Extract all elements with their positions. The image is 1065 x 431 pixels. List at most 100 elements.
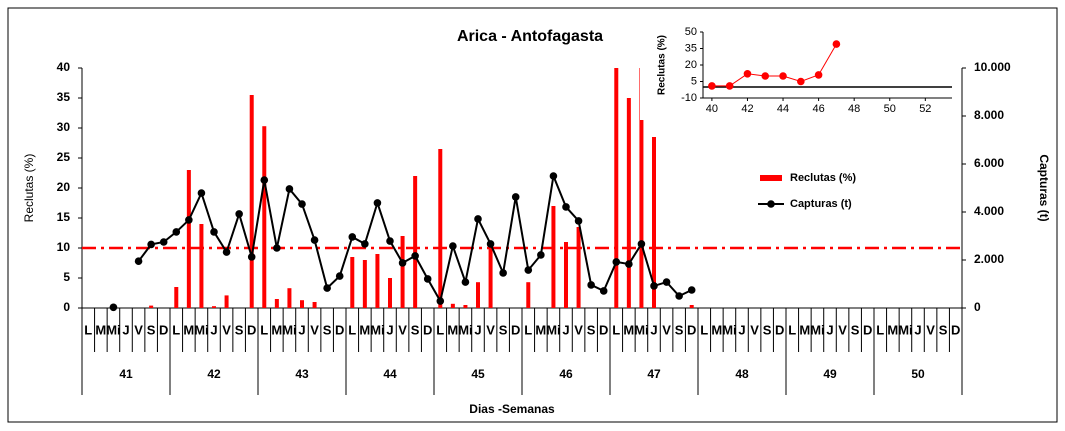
x-tick-label: Mi xyxy=(370,322,384,337)
marker xyxy=(675,292,683,300)
bar xyxy=(576,227,581,308)
group-label: 50 xyxy=(911,367,925,381)
bar xyxy=(287,288,292,308)
bar xyxy=(438,149,443,308)
y-tick-label: 10 xyxy=(57,240,71,254)
x-tick-label: L xyxy=(876,322,884,337)
bar xyxy=(274,299,279,308)
inset-y-tick-label: 20 xyxy=(685,59,697,71)
bar xyxy=(564,242,568,308)
x-tick-label: Mi xyxy=(810,322,824,337)
inset-x-tick-label: 44 xyxy=(777,103,789,115)
bar xyxy=(300,300,304,308)
bar xyxy=(375,254,380,308)
x-tick-label: L xyxy=(260,322,268,337)
bar xyxy=(626,98,631,308)
x-tick-label: S xyxy=(235,322,244,337)
marker xyxy=(461,278,470,286)
bar xyxy=(186,170,191,308)
marker xyxy=(650,282,658,290)
marker xyxy=(687,286,696,294)
x-tick-label: V xyxy=(662,322,671,337)
bar xyxy=(362,260,367,308)
x-tick-label: J xyxy=(914,322,921,337)
bar xyxy=(614,68,619,308)
x-tick-label: D xyxy=(687,322,696,337)
group-label: 44 xyxy=(383,367,397,381)
x-tick-label: V xyxy=(398,322,407,337)
x-tick-label: S xyxy=(323,322,332,337)
marker xyxy=(298,200,306,208)
bar xyxy=(312,302,317,308)
y2-tick-label: 4.000 xyxy=(974,204,1004,218)
group-label: 42 xyxy=(207,367,221,381)
x-tick-label: D xyxy=(247,322,256,337)
marker xyxy=(273,244,281,252)
x-tick-label: S xyxy=(675,322,684,337)
x-tick-label: S xyxy=(851,322,860,337)
inset-y-tick-label: 50 xyxy=(685,26,697,38)
bar xyxy=(639,68,644,308)
marker xyxy=(310,236,319,244)
x-tick-label: J xyxy=(210,322,217,337)
x-tick-label: M xyxy=(799,322,810,337)
bar xyxy=(249,95,254,308)
marker xyxy=(109,303,118,312)
bar xyxy=(689,305,694,308)
x-tick-label: L xyxy=(348,322,356,337)
x-tick-label: S xyxy=(411,322,420,337)
x-tick-label: L xyxy=(612,322,620,337)
group-label: 45 xyxy=(471,367,485,381)
marker xyxy=(348,233,357,241)
marker xyxy=(210,228,218,236)
inset-marker xyxy=(761,72,770,80)
marker xyxy=(134,257,143,266)
x-tick-label: D xyxy=(159,322,168,337)
group-label: 46 xyxy=(559,367,573,381)
legend-swatch xyxy=(767,200,775,208)
x-tick-label: Mi xyxy=(898,322,912,337)
x-tick-label: D xyxy=(423,322,432,337)
bar xyxy=(413,176,418,308)
bar xyxy=(450,303,455,308)
marker xyxy=(335,272,344,280)
y2-tick-label: 2.000 xyxy=(974,252,1004,266)
x-tick-label: D xyxy=(511,322,520,337)
x-tick-label: J xyxy=(562,322,569,337)
y-tick-label: 40 xyxy=(57,60,71,74)
x-axis-title: Dias -Semanas xyxy=(469,402,555,416)
marker xyxy=(511,193,520,201)
legend-label: Capturas (t) xyxy=(790,198,852,210)
inset-y-tick-label: 35 xyxy=(685,42,697,54)
x-tick-label: M xyxy=(95,322,106,337)
group-label: 49 xyxy=(823,367,837,381)
x-tick-label: L xyxy=(436,322,444,337)
bar xyxy=(400,236,405,308)
marker xyxy=(436,297,445,305)
y2-tick-label: 8.000 xyxy=(974,108,1004,122)
x-tick-label: V xyxy=(574,322,583,337)
marker xyxy=(474,215,482,223)
marker xyxy=(662,278,671,286)
y-axis-title: Reclutas (%) xyxy=(22,154,36,223)
inset-marker xyxy=(814,71,823,79)
marker xyxy=(235,210,243,218)
marker xyxy=(323,284,331,292)
legend-label: Reclutas (%) xyxy=(790,172,856,184)
marker xyxy=(373,199,382,207)
y-tick-label: 15 xyxy=(57,210,71,224)
y-tick-label: 20 xyxy=(57,180,71,194)
marker xyxy=(537,251,545,259)
bar xyxy=(174,287,179,308)
x-tick-label: J xyxy=(738,322,745,337)
x-tick-label: D xyxy=(775,322,784,337)
bar xyxy=(463,305,468,308)
x-tick-label: D xyxy=(335,322,344,337)
x-tick-label: S xyxy=(763,322,772,337)
x-tick-label: L xyxy=(524,322,532,337)
y-tick-label: 5 xyxy=(63,270,70,284)
bar xyxy=(388,278,392,308)
bar xyxy=(488,245,493,308)
marker xyxy=(361,240,369,248)
inset-y-axis-title: Reclutas (%) xyxy=(657,35,668,95)
